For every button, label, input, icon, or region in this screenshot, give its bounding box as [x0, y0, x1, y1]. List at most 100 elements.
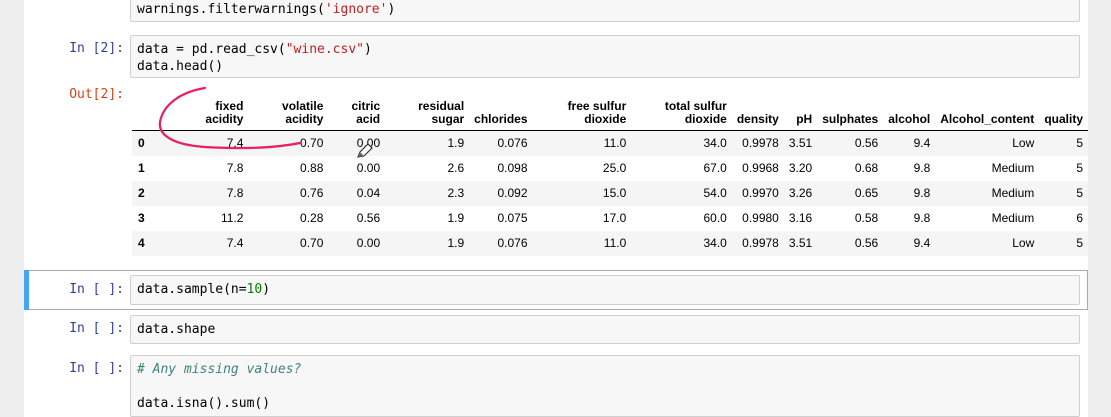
table-row: 4 7.4 0.70 0.00 1.9 0.076 11.0 34.0 0.99… — [132, 231, 1088, 256]
table-cell: 0.28 — [300, 211, 324, 225]
table-cell: 9.8 — [913, 186, 931, 200]
table-cell: 1.9 — [447, 236, 465, 250]
code-text: data.head() — [137, 59, 224, 74]
table-cell: 0.9980 — [742, 211, 779, 225]
row-index: 3 — [138, 211, 145, 225]
column-header: density — [731, 96, 784, 131]
table-cell: 9.8 — [913, 211, 931, 225]
table-cell: 0.092 — [497, 186, 528, 200]
code-text: data.isna().sum() — [137, 396, 271, 411]
table-cell: 34.0 — [703, 236, 727, 250]
code-blank-line — [137, 378, 1073, 395]
table-cell: 7.4 — [226, 236, 244, 250]
table-cell: 11.0 — [603, 236, 627, 250]
table-cell: 0.76 — [300, 186, 324, 200]
table-cell: 9.4 — [913, 236, 931, 250]
output-prompt: Out[2]: — [69, 87, 124, 102]
pencil-cursor-icon — [357, 143, 373, 158]
table-cell: 17.0 — [602, 211, 627, 225]
table-cell: 0.9968 — [742, 161, 779, 175]
table-cell: 0.076 — [497, 136, 528, 150]
code-string: "wine.csv" — [285, 42, 364, 57]
dataframe-table: fixed acidity volatile acidity citric acid … — [132, 96, 1088, 256]
row-index: 1 — [138, 161, 145, 175]
table-cell: 0.70 — [300, 136, 324, 150]
code-text: warnings.filterwarnings( — [137, 2, 325, 17]
table-cell: 0.88 — [300, 161, 324, 175]
table-cell: 0.00 — [356, 161, 381, 175]
table-cell: 0.9970 — [742, 186, 779, 200]
table-cell: 9.4 — [913, 136, 931, 150]
row-index: 0 — [138, 136, 145, 150]
row-index: 4 — [138, 236, 145, 250]
code-cell-filterwarnings[interactable]: warnings.filterwarnings('ignore') — [130, 0, 1080, 22]
table-row: 2 7.8 0.76 0.04 2.3 0.092 15.0 54.0 0.99… — [132, 181, 1088, 206]
table-cell: 0.04 — [356, 186, 381, 200]
table-cell: 7.4 — [226, 136, 244, 150]
selected-cell-indicator — [24, 270, 29, 310]
column-header: citric acid — [328, 96, 386, 131]
code-text: data.sample(n= — [137, 282, 247, 297]
table-cell: 67.0 — [703, 161, 727, 175]
table-header-row: fixed acidity volatile acidity citric acid … — [132, 96, 1088, 131]
input-prompt: In [ ]: — [69, 321, 124, 336]
code-cell-read-csv[interactable]: data = pd.read_csv("wine.csv") data.head… — [130, 35, 1080, 78]
table-cell: 3.16 — [788, 211, 813, 225]
table-cell: Medium — [991, 161, 1035, 175]
code-string: 'ignore' — [324, 2, 388, 17]
table-cell: 5 — [1076, 186, 1083, 200]
table-cell: Medium — [991, 186, 1035, 200]
code-text: ) — [387, 2, 396, 17]
table-cell: 3.51 — [788, 236, 813, 250]
table-cell: 0.00 — [356, 236, 381, 250]
table-cell: 0.56 — [854, 236, 879, 250]
table-cell: 15.0 — [602, 186, 627, 200]
table-cell: 3.51 — [788, 136, 813, 150]
code-cell-isna[interactable]: # Any missing values? data.isna().sum() — [130, 355, 1080, 417]
input-prompt: In [ ]: — [69, 361, 124, 376]
code-text: ) — [364, 42, 372, 57]
table-cell: 5 — [1076, 236, 1083, 250]
table-cell: 0.9978 — [742, 236, 779, 250]
input-prompt: In [ ]: — [69, 282, 124, 297]
table-cell: 9.8 — [913, 161, 931, 175]
column-header: residual sugar — [385, 96, 470, 131]
table-row: 0 7.4 0.70 0.00 1.9 0.076 11.0 34.0 0.99… — [132, 130, 1088, 156]
table-cell: 5 — [1076, 136, 1083, 150]
column-header: sulphates — [817, 96, 884, 131]
code-cell-shape[interactable]: data.shape — [130, 315, 1080, 344]
table-cell: 0.076 — [497, 236, 528, 250]
table-cell: 7.8 — [226, 161, 244, 175]
table-cell: 7.8 — [226, 186, 244, 200]
table-cell: 3.26 — [788, 186, 813, 200]
table-row: 3 11.2 0.28 0.56 1.9 0.075 17.0 60.0 0.9… — [132, 206, 1088, 231]
table-cell: 2.6 — [447, 161, 465, 175]
input-prompt: In [2]: — [69, 41, 124, 56]
table-cell: 5 — [1076, 161, 1083, 175]
table-cell: Low — [1012, 236, 1035, 250]
index-header — [132, 96, 169, 131]
column-header: Alcohol_content — [935, 96, 1040, 131]
column-header: quality — [1039, 96, 1088, 131]
table-cell: 0.70 — [300, 236, 324, 250]
table-cell: 2.3 — [447, 186, 465, 200]
table-cell: 0.00 — [356, 136, 381, 150]
table-cell: 25.0 — [602, 161, 627, 175]
table-cell: 1.9 — [447, 211, 465, 225]
code-text: data = pd.read_csv( — [137, 42, 286, 57]
table-cell: 1.9 — [447, 136, 465, 150]
notebook: warnings.filterwarnings('ignore') In [2]… — [24, 0, 1088, 417]
table-cell: 0.075 — [497, 211, 528, 225]
column-header: fixed acidity — [168, 96, 249, 131]
table-cell: 0.58 — [854, 211, 879, 225]
table-cell: 0.68 — [854, 161, 879, 175]
column-header: chlorides — [469, 96, 533, 131]
table-cell: 0.9978 — [742, 136, 779, 150]
column-header: pH — [783, 96, 818, 131]
column-header: free sulfur dioxide — [532, 96, 632, 131]
table-cell: 11.2 — [220, 211, 244, 225]
code-cell-sample[interactable]: data.sample(n=10) — [130, 275, 1080, 305]
table-cell: 0.098 — [497, 161, 528, 175]
code-text: ) — [262, 282, 271, 297]
column-header: total sulfur dioxide — [631, 96, 732, 131]
